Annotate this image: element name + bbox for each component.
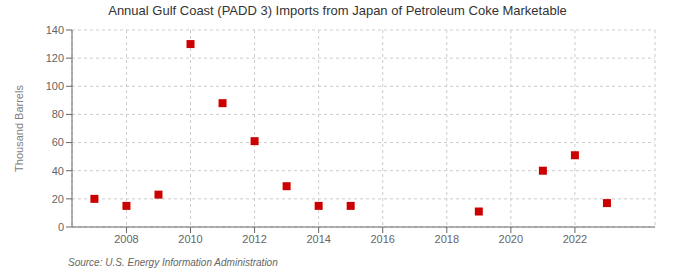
html-text:Source: U.S. Energy Informatio: Source: U.S. Energy Information Administ… bbox=[68, 257, 278, 268]
html-text:Annual Gulf Coast (PADD 3) Imp: Annual Gulf Coast (PADD 3) Imports from … bbox=[108, 3, 567, 18]
svg-text:80: 80 bbox=[52, 108, 64, 120]
svg-text:20: 20 bbox=[52, 193, 64, 205]
svg-text:60: 60 bbox=[52, 136, 64, 148]
svg-text:40: 40 bbox=[52, 165, 64, 177]
svg-text:2022: 2022 bbox=[563, 233, 587, 245]
svg-text:Thousand Barrels: Thousand Barrels bbox=[13, 85, 25, 172]
svg-text:2020: 2020 bbox=[499, 233, 523, 245]
svg-text:2014: 2014 bbox=[306, 233, 330, 245]
svg-text:2016: 2016 bbox=[370, 233, 394, 245]
svg-text:2012: 2012 bbox=[242, 233, 266, 245]
svg-text:100: 100 bbox=[46, 80, 64, 92]
svg-text:140: 140 bbox=[46, 24, 64, 36]
svg-text:2018: 2018 bbox=[435, 233, 459, 245]
svg-text:0: 0 bbox=[58, 221, 64, 233]
svg-text:2008: 2008 bbox=[114, 233, 138, 245]
svg-text:120: 120 bbox=[46, 52, 64, 64]
svg-text:2010: 2010 bbox=[178, 233, 202, 245]
